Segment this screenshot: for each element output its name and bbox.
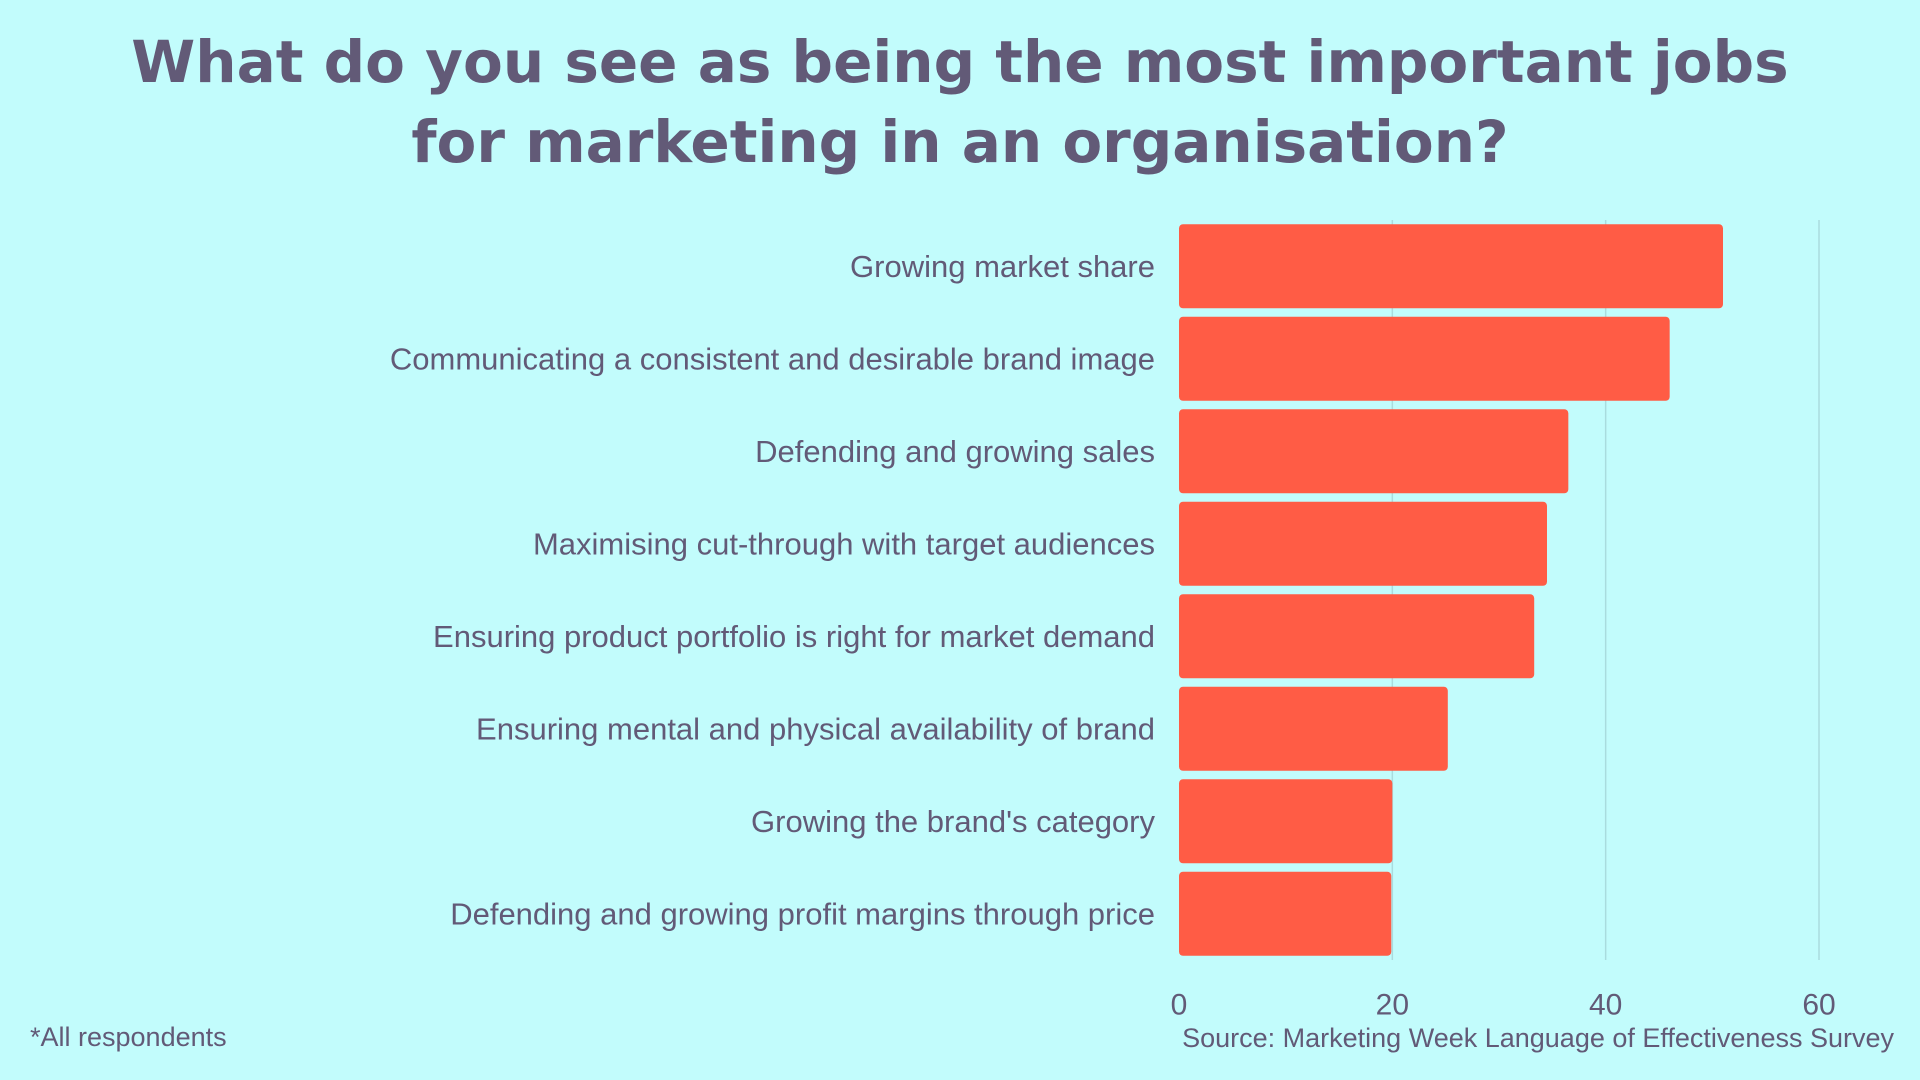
bar: [1179, 501, 1547, 586]
chart-title: What do you see as being the most import…: [131, 28, 1789, 176]
category-label: Communicating a consistent and desirable…: [390, 341, 1155, 376]
category-label: Ensuring product portfolio is right for …: [433, 619, 1155, 654]
category-labels: Growing market share Communicating a cons…: [390, 249, 1156, 932]
bar: [1179, 594, 1535, 679]
x-tick-labels: 0 20 40 60: [1171, 989, 1836, 1022]
bar: [1179, 871, 1392, 956]
x-tick-label: 20: [1376, 989, 1409, 1022]
category-label: Growing the brand's category: [751, 804, 1155, 839]
bar: [1179, 224, 1723, 309]
x-tick-label: 60: [1802, 989, 1835, 1022]
bar: [1179, 316, 1670, 401]
category-label: Growing market share: [850, 249, 1155, 284]
bar: [1179, 779, 1393, 864]
x-tick-label: 0: [1171, 989, 1188, 1022]
x-tick-label: 40: [1589, 989, 1622, 1022]
category-label: Defending and growing profit margins thr…: [450, 896, 1155, 931]
bar: [1179, 686, 1448, 771]
category-label: Maximising cut-through with target audie…: [533, 526, 1155, 561]
footnote: *All respondents: [30, 1022, 227, 1052]
category-label: Defending and growing sales: [755, 434, 1155, 469]
source-note: Source: Marketing Week Language of Effec…: [1182, 1023, 1894, 1053]
bars: [1179, 224, 1723, 956]
bar: [1179, 409, 1569, 494]
category-label: Ensuring mental and physical availabilit…: [476, 711, 1155, 746]
